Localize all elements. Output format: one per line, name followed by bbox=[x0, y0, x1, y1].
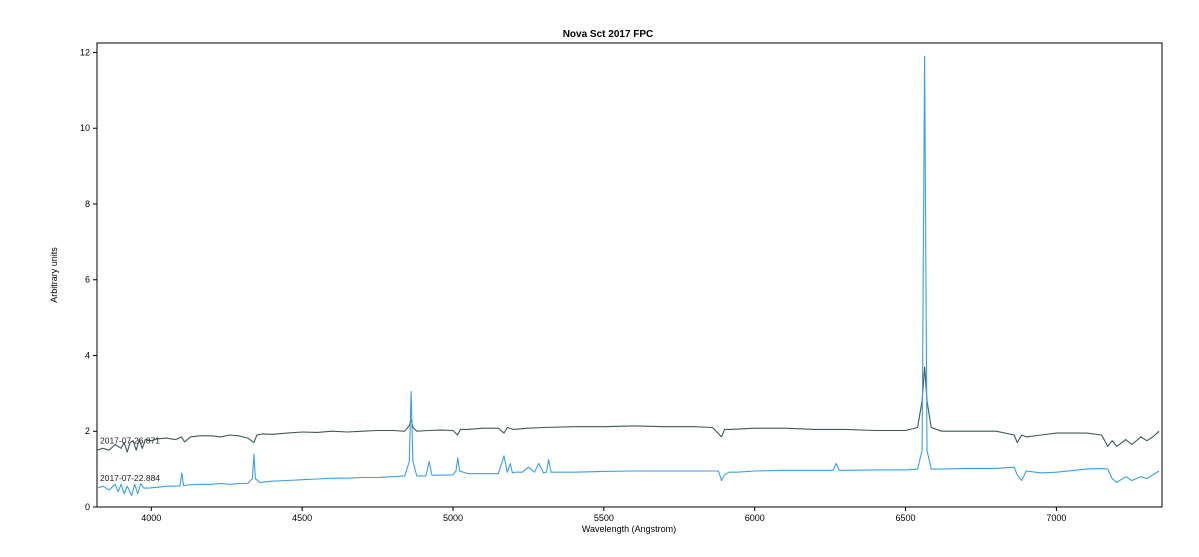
x-tick-label: 6000 bbox=[745, 513, 765, 523]
y-tick-label: 10 bbox=[80, 123, 90, 133]
x-tick-label: 6500 bbox=[896, 513, 916, 523]
plot-frame bbox=[96, 42, 1163, 508]
x-axis-title: Wavelength (Angstrom) bbox=[582, 524, 676, 534]
series-line-1 bbox=[96, 366, 1160, 453]
x-tick-label: 5500 bbox=[594, 513, 614, 523]
y-tick-label: 8 bbox=[85, 199, 90, 209]
x-axis: 4000 4500 5000 5500 6000 6500 7000 bbox=[141, 507, 1066, 523]
y-tick-label: 2 bbox=[85, 426, 90, 436]
y-axis: 0 2 4 6 8 10 12 bbox=[80, 47, 97, 512]
series-label-2: 2017-07-22.884 bbox=[100, 473, 160, 483]
x-tick-label: 4500 bbox=[292, 513, 312, 523]
series-line-2 bbox=[96, 55, 1160, 497]
y-tick-label: 12 bbox=[80, 47, 90, 57]
y-tick-label: 0 bbox=[85, 502, 90, 512]
x-tick-label: 4000 bbox=[141, 513, 161, 523]
y-tick-label: 4 bbox=[85, 350, 90, 360]
series-group bbox=[96, 55, 1160, 497]
y-axis-title: Arbitrary units bbox=[49, 247, 59, 303]
x-tick-label: 7000 bbox=[1046, 513, 1066, 523]
series-labels: 2017-07-26.871 2017-07-22.884 bbox=[100, 435, 160, 483]
series-label-1: 2017-07-26.871 bbox=[100, 435, 160, 445]
x-tick-label: 5000 bbox=[443, 513, 463, 523]
chart-title: Nova Sct 2017 FPC bbox=[563, 29, 654, 40]
y-tick-label: 6 bbox=[85, 275, 90, 285]
